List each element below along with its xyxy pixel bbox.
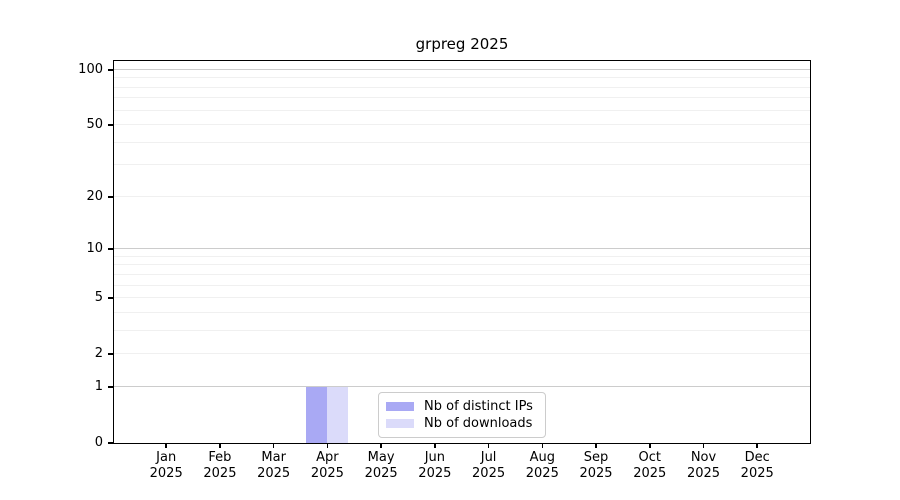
x-tick-label: May 2025 xyxy=(351,450,411,482)
x-tick xyxy=(272,443,275,448)
x-tick xyxy=(595,443,597,448)
x-tick xyxy=(541,443,544,448)
x-tick-label: Mar 2025 xyxy=(244,450,304,482)
x-tick-month: Apr xyxy=(316,450,339,465)
minor-gridline xyxy=(114,109,810,111)
x-tick-month: Dec xyxy=(744,450,770,465)
legend-swatch xyxy=(386,402,414,411)
y-tick xyxy=(108,442,114,444)
x-tick-year: 2025 xyxy=(579,466,613,481)
x-tick-month: May xyxy=(367,450,395,465)
y-tick-label: 50 xyxy=(86,117,103,133)
y-tick xyxy=(108,124,114,126)
x-tick-month: Mar xyxy=(261,450,286,465)
x-tick xyxy=(756,443,758,448)
minor-gridline xyxy=(114,273,810,275)
y-tick xyxy=(108,386,114,388)
x-tick-year: 2025 xyxy=(203,466,237,481)
major-gridline xyxy=(114,248,810,250)
x-tick xyxy=(702,443,705,448)
x-tick xyxy=(219,443,221,448)
x-tick-year: 2025 xyxy=(740,466,774,481)
x-tick-label: Dec 2025 xyxy=(727,450,787,482)
y-tick-label: 1 xyxy=(94,378,103,394)
x-tick-month: Sep xyxy=(583,450,609,465)
minor-gridline xyxy=(114,311,810,313)
x-tick-year: 2025 xyxy=(418,466,452,481)
legend-item: Nb of distinct IPs xyxy=(386,398,537,415)
bar-nb-of-downloads xyxy=(327,386,349,443)
minor-gridline xyxy=(114,353,810,355)
y-tick-label: 100 xyxy=(78,62,103,77)
x-tick-month: Jan xyxy=(156,450,177,465)
y-tick-label: 2 xyxy=(94,346,103,362)
legend: Nb of distinct IPs Nb of downloads xyxy=(378,392,546,438)
major-gridline xyxy=(114,69,810,70)
x-tick-year: 2025 xyxy=(310,466,344,481)
minor-gridline xyxy=(114,284,810,286)
legend-item: Nb of downloads xyxy=(386,415,537,432)
bars-layer xyxy=(114,61,810,443)
y-tick xyxy=(108,248,114,250)
x-tick-label: Apr 2025 xyxy=(297,450,357,482)
x-tick xyxy=(649,443,651,448)
minor-gridline xyxy=(114,124,810,126)
legend-label: Nb of downloads xyxy=(424,416,533,431)
x-tick xyxy=(434,443,436,448)
x-tick-label: Jun 2025 xyxy=(405,450,465,482)
x-tick xyxy=(487,443,490,448)
y-tick-label: 0 xyxy=(94,435,103,450)
x-tick-label: Jul 2025 xyxy=(459,450,519,482)
y-tick-label: 5 xyxy=(94,290,103,306)
x-tick-month: Aug xyxy=(529,450,555,465)
x-tick-month: Jul xyxy=(480,450,497,465)
y-tick xyxy=(108,297,114,299)
legend-swatch xyxy=(386,419,414,428)
minor-gridline xyxy=(114,264,810,266)
minor-gridline xyxy=(114,77,810,79)
x-tick-year: 2025 xyxy=(633,466,667,481)
y-tick xyxy=(108,353,114,355)
bar-nb-of-distinct-ips xyxy=(306,386,328,443)
y-tick-label: 10 xyxy=(86,241,103,257)
x-tick-month: Jun xyxy=(424,450,445,465)
x-tick-label: Feb 2025 xyxy=(190,450,250,482)
x-tick-month: Oct xyxy=(638,450,661,465)
legend-label: Nb of distinct IPs xyxy=(424,399,533,414)
x-tick-label: Aug 2025 xyxy=(512,450,572,482)
x-tick-year: 2025 xyxy=(364,466,398,481)
minor-gridline xyxy=(114,141,810,143)
chart-title: grpreg 2025 xyxy=(415,35,509,53)
x-tick-label: Nov 2025 xyxy=(674,450,734,482)
x-tick-year: 2025 xyxy=(472,466,506,481)
x-tick-year: 2025 xyxy=(257,466,291,481)
minor-gridline xyxy=(114,255,810,257)
x-tick-label: Oct 2025 xyxy=(620,450,680,482)
x-tick-year: 2025 xyxy=(525,466,559,481)
x-tick xyxy=(165,443,167,448)
y-tick xyxy=(108,196,114,198)
minor-gridline xyxy=(114,195,810,197)
x-tick-month: Feb xyxy=(208,450,232,465)
y-tick-label: 20 xyxy=(86,188,103,204)
x-tick-year: 2025 xyxy=(149,466,183,481)
gridlines-layer xyxy=(114,61,810,443)
x-tick xyxy=(380,443,382,448)
x-tick-month: Nov xyxy=(690,450,717,465)
minor-gridline xyxy=(114,86,810,88)
plot-area xyxy=(113,60,811,444)
minor-gridline xyxy=(114,297,810,299)
x-tick-label: Jan 2025 xyxy=(136,450,196,482)
x-tick-label: Sep 2025 xyxy=(566,450,626,482)
y-tick xyxy=(108,69,114,71)
minor-gridline xyxy=(114,97,810,99)
major-gridline xyxy=(114,385,810,387)
x-tick xyxy=(326,443,329,448)
x-tick-year: 2025 xyxy=(686,466,721,481)
minor-gridline xyxy=(114,329,810,331)
minor-gridline xyxy=(114,164,810,166)
